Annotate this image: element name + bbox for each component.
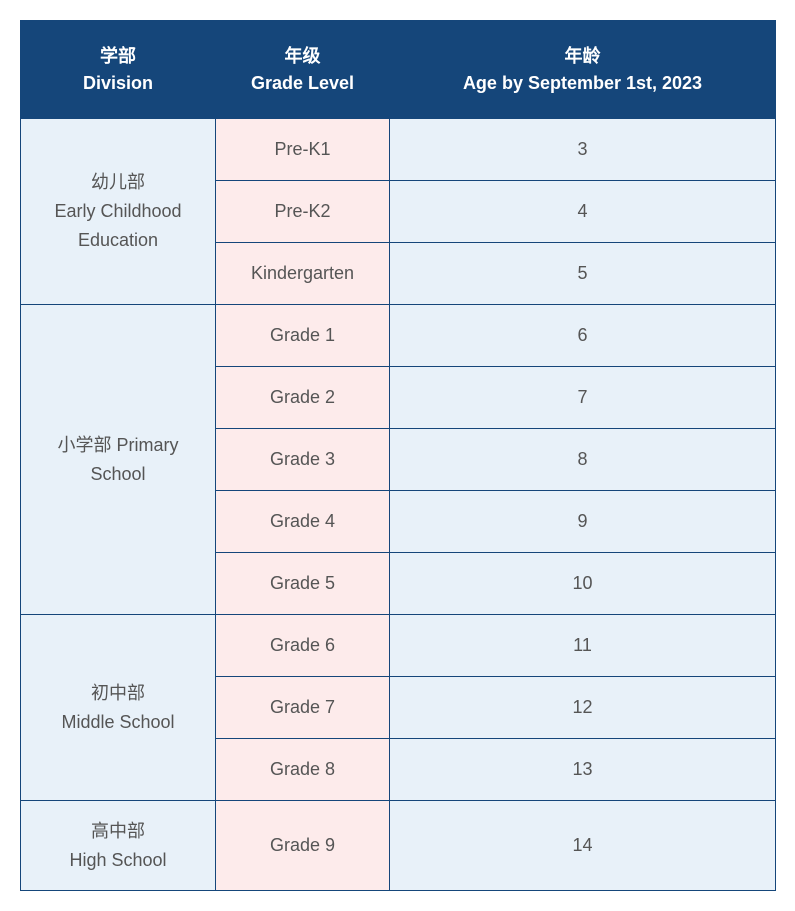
division-en: Early Childhood Education	[29, 197, 207, 255]
table-header: 学部 Division 年级 Grade Level 年龄 Age by Sep…	[21, 21, 776, 119]
age-cell: 12	[390, 677, 776, 739]
table-row: 高中部 High School Grade 9 14	[21, 801, 776, 891]
age-cell: 6	[390, 305, 776, 367]
grade-cell: Grade 1	[216, 305, 390, 367]
division-cn: 高中部	[29, 817, 207, 846]
header-row: 学部 Division 年级 Grade Level 年龄 Age by Sep…	[21, 21, 776, 119]
grade-cell: Grade 3	[216, 429, 390, 491]
grade-cell: Grade 5	[216, 553, 390, 615]
header-grade-cn: 年级	[224, 43, 381, 70]
age-cell: 7	[390, 367, 776, 429]
grade-cell: Grade 9	[216, 801, 390, 891]
table-row: 初中部 Middle School Grade 6 11	[21, 615, 776, 677]
age-cell: 10	[390, 553, 776, 615]
division-cell-primary: 小学部 Primary School	[21, 305, 216, 615]
age-cell: 9	[390, 491, 776, 553]
age-cell: 4	[390, 181, 776, 243]
division-en: Middle School	[29, 708, 207, 737]
table-body: 幼儿部 Early Childhood Education Pre-K1 3 P…	[21, 119, 776, 891]
grade-cell: Grade 8	[216, 739, 390, 801]
grade-cell: Grade 2	[216, 367, 390, 429]
header-division: 学部 Division	[21, 21, 216, 119]
age-cell: 3	[390, 119, 776, 181]
header-grade: 年级 Grade Level	[216, 21, 390, 119]
header-grade-en: Grade Level	[224, 70, 381, 97]
age-cell: 13	[390, 739, 776, 801]
division-cn: 幼儿部	[29, 168, 207, 197]
header-age-en: Age by September 1st, 2023	[398, 70, 767, 97]
header-division-cn: 学部	[29, 43, 207, 70]
grade-cell: Grade 4	[216, 491, 390, 553]
grade-cell: Pre-K2	[216, 181, 390, 243]
header-age: 年龄 Age by September 1st, 2023	[390, 21, 776, 119]
table-row: 小学部 Primary School Grade 1 6	[21, 305, 776, 367]
division-cell-middle: 初中部 Middle School	[21, 615, 216, 801]
grade-cell: Kindergarten	[216, 243, 390, 305]
division-en: High School	[29, 846, 207, 875]
grade-cell: Grade 6	[216, 615, 390, 677]
age-cell: 14	[390, 801, 776, 891]
grade-cell: Pre-K1	[216, 119, 390, 181]
grade-age-table: 学部 Division 年级 Grade Level 年龄 Age by Sep…	[20, 20, 776, 891]
division-cell-early-childhood: 幼儿部 Early Childhood Education	[21, 119, 216, 305]
age-cell: 5	[390, 243, 776, 305]
division-cn: 小学部	[57, 435, 111, 455]
header-age-cn: 年龄	[398, 43, 767, 70]
division-cn: 初中部	[29, 679, 207, 708]
age-cell: 8	[390, 429, 776, 491]
age-cell: 11	[390, 615, 776, 677]
table-row: 幼儿部 Early Childhood Education Pre-K1 3	[21, 119, 776, 181]
division-cell-high: 高中部 High School	[21, 801, 216, 891]
grade-cell: Grade 7	[216, 677, 390, 739]
header-division-en: Division	[29, 70, 207, 97]
